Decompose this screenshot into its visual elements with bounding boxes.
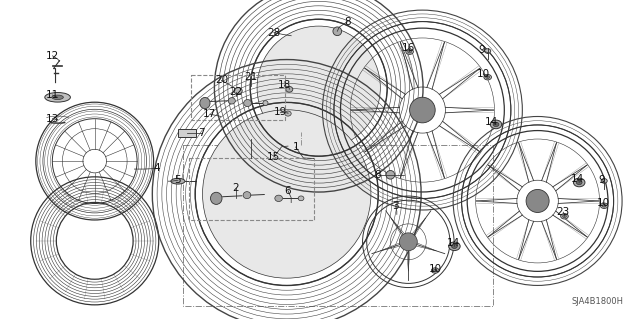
Ellipse shape xyxy=(486,76,490,78)
Text: 10: 10 xyxy=(596,197,609,208)
Text: 9: 9 xyxy=(598,175,605,185)
Ellipse shape xyxy=(431,268,439,273)
Ellipse shape xyxy=(234,88,243,94)
Ellipse shape xyxy=(484,74,492,80)
Text: 20: 20 xyxy=(215,75,228,85)
Ellipse shape xyxy=(433,269,437,272)
Bar xyxy=(189,158,314,220)
Text: 1: 1 xyxy=(292,142,299,152)
Circle shape xyxy=(526,189,549,212)
Text: 9: 9 xyxy=(479,45,485,56)
Text: 11: 11 xyxy=(46,90,59,100)
Ellipse shape xyxy=(601,179,607,183)
Ellipse shape xyxy=(298,196,304,201)
Text: 14: 14 xyxy=(571,174,584,184)
Ellipse shape xyxy=(45,93,70,102)
Ellipse shape xyxy=(563,215,566,218)
Text: 21: 21 xyxy=(244,72,257,82)
Ellipse shape xyxy=(244,100,252,107)
Ellipse shape xyxy=(211,192,222,204)
Ellipse shape xyxy=(171,178,185,184)
Polygon shape xyxy=(178,129,196,137)
Text: 23: 23 xyxy=(557,207,570,217)
Text: 15: 15 xyxy=(268,152,280,162)
Text: 16: 16 xyxy=(402,43,415,54)
Text: 5: 5 xyxy=(175,175,181,185)
Text: 4: 4 xyxy=(154,163,160,174)
Ellipse shape xyxy=(286,86,293,92)
Ellipse shape xyxy=(386,170,395,179)
Text: 12: 12 xyxy=(46,51,59,61)
Text: 28: 28 xyxy=(268,27,280,38)
Ellipse shape xyxy=(228,98,236,104)
Text: 3: 3 xyxy=(392,201,399,211)
Circle shape xyxy=(399,233,417,251)
Text: 7: 7 xyxy=(198,128,205,138)
Text: 10: 10 xyxy=(477,69,490,79)
Text: SJA4B1800H: SJA4B1800H xyxy=(572,297,624,306)
Ellipse shape xyxy=(452,244,457,249)
Ellipse shape xyxy=(406,49,413,54)
Ellipse shape xyxy=(333,27,342,36)
Ellipse shape xyxy=(285,111,291,116)
Ellipse shape xyxy=(243,192,251,199)
Ellipse shape xyxy=(490,120,502,129)
Ellipse shape xyxy=(263,101,268,106)
Text: 8: 8 xyxy=(374,170,381,180)
Text: 22: 22 xyxy=(229,87,242,97)
Bar xyxy=(183,145,493,306)
Circle shape xyxy=(202,110,371,278)
Text: 14: 14 xyxy=(485,117,498,127)
Ellipse shape xyxy=(600,203,608,209)
Bar xyxy=(191,75,285,120)
Text: 6: 6 xyxy=(285,186,291,196)
Text: 10: 10 xyxy=(429,263,442,274)
Text: 2: 2 xyxy=(232,182,239,193)
Ellipse shape xyxy=(449,242,460,251)
Ellipse shape xyxy=(561,214,568,219)
Circle shape xyxy=(410,97,435,123)
Ellipse shape xyxy=(408,50,412,53)
Text: 13: 13 xyxy=(46,114,59,124)
Circle shape xyxy=(257,26,380,149)
Ellipse shape xyxy=(602,204,606,207)
Ellipse shape xyxy=(52,95,63,100)
Text: 19: 19 xyxy=(274,107,287,117)
Ellipse shape xyxy=(493,122,499,127)
Ellipse shape xyxy=(275,195,282,202)
Text: 17: 17 xyxy=(204,109,216,119)
Ellipse shape xyxy=(200,98,210,109)
Ellipse shape xyxy=(577,180,582,185)
Ellipse shape xyxy=(573,178,585,187)
Text: 14: 14 xyxy=(447,238,460,248)
Text: 18: 18 xyxy=(278,80,291,91)
Ellipse shape xyxy=(484,49,491,53)
Text: 8: 8 xyxy=(344,17,351,27)
